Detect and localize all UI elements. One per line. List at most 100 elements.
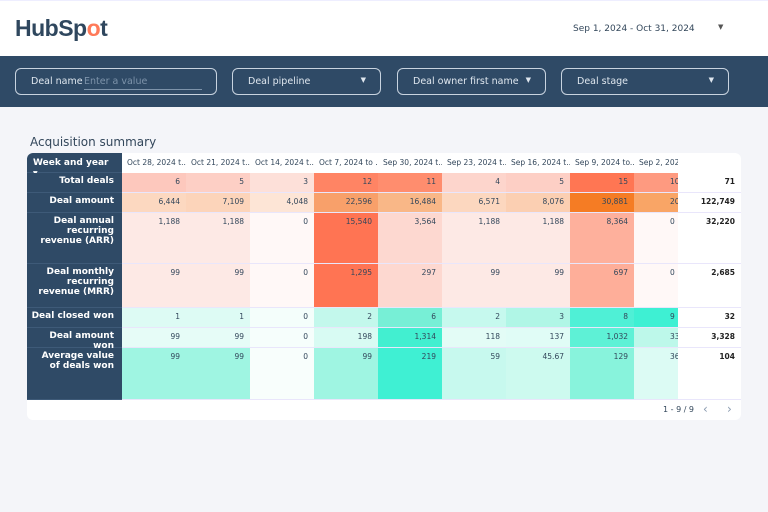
- column-header[interactable]: Sep 16, 2024 t...: [511, 158, 570, 167]
- table-cell: 99: [122, 328, 186, 348]
- table-cell: 0: [250, 264, 314, 308]
- deal-name-input[interactable]: Enter a value: [84, 76, 202, 90]
- table-cell: 99: [186, 348, 250, 400]
- table-cell: 1: [122, 308, 186, 328]
- row-total: 2,685: [678, 264, 741, 308]
- section-title: Acquisition summary: [30, 135, 157, 149]
- table-cell: 1,188: [122, 213, 186, 264]
- week-and-year-sort-header[interactable]: Week and year ▼: [27, 153, 122, 177]
- table-cell: 3,564: [378, 213, 442, 264]
- table-cell: 1,032: [570, 328, 634, 348]
- column-header[interactable]: Sep 30, 2024 t...: [383, 158, 442, 167]
- column-header[interactable]: Oct 14, 2024 t...: [255, 158, 314, 167]
- row-header: Total deals: [27, 173, 122, 193]
- header-label: Week and year: [33, 158, 109, 168]
- hubspot-logo: HubSpot: [15, 15, 108, 41]
- row-total: 122,749: [678, 193, 741, 213]
- table-cell: 297: [378, 264, 442, 308]
- table-cell: 1,295: [314, 264, 378, 308]
- table-cell: 1,188: [186, 213, 250, 264]
- table-cell: 1,188: [506, 213, 570, 264]
- caret-down-icon[interactable]: ▼: [718, 23, 724, 31]
- table-cell: 99: [506, 264, 570, 308]
- column-header[interactable]: Sep 9, 2024 to...: [575, 158, 634, 167]
- table-cell: 198: [314, 328, 378, 348]
- column-header[interactable]: Sep 2, 2024: [639, 158, 678, 167]
- deal-stage-filter[interactable]: Deal stage ▼: [561, 68, 729, 95]
- table-cell: 2: [314, 308, 378, 328]
- row-total: 104: [678, 348, 741, 400]
- table-cell: 1,188: [442, 213, 506, 264]
- deal-name-filter[interactable]: Deal name Enter a value: [15, 68, 217, 95]
- table-cell: 15: [570, 173, 634, 193]
- filter-label: Deal name: [31, 76, 83, 87]
- table-cell: 7,109: [186, 193, 250, 213]
- row-header: Deal monthly recurring revenue (MRR): [27, 264, 122, 308]
- table-cell: 99: [314, 348, 378, 400]
- table-cell: 5: [186, 173, 250, 193]
- column-header[interactable]: Oct 7, 2024 to ...: [319, 158, 378, 167]
- table-cell: 59: [442, 348, 506, 400]
- acquisition-summary-table: Week and year ▼ Oct 28, 2024 t... Oct 21,…: [27, 153, 741, 400]
- table-cell: 99: [186, 328, 250, 348]
- table-cell: 0: [250, 328, 314, 348]
- pagination-label: 1 - 9 / 9: [663, 405, 695, 414]
- table-cell: 3: [250, 173, 314, 193]
- table-cell: 137: [506, 328, 570, 348]
- row-header: Average value of deals won: [27, 348, 122, 400]
- table-cell: 8,076: [506, 193, 570, 213]
- column-header[interactable]: Oct 28, 2024 t...: [127, 158, 186, 167]
- table-cell: 4: [442, 173, 506, 193]
- filter-label: Deal pipeline: [248, 76, 311, 87]
- table-cell: 1,314: [378, 328, 442, 348]
- column-header[interactable]: Oct 21, 2024 t...: [191, 158, 250, 167]
- row-total: 3,328: [678, 328, 741, 348]
- table-cell: 45.67: [506, 348, 570, 400]
- table-cell: 6,444: [122, 193, 186, 213]
- table-footer: [27, 400, 741, 420]
- table-cell: 99: [442, 264, 506, 308]
- row-header: Deal closed won: [27, 308, 122, 328]
- row-header: Deal amount won: [27, 328, 122, 351]
- filter-label: Deal owner first name: [413, 76, 519, 87]
- prev-page-button[interactable]: ‹: [703, 402, 708, 416]
- deal-owner-filter[interactable]: Deal owner first name ▼: [397, 68, 546, 95]
- column-header[interactable]: Sep 23, 2024 t...: [447, 158, 506, 167]
- date-range-picker[interactable]: Sep 1, 2024 - Oct 31, 2024: [573, 24, 695, 34]
- table-cell: 8,364: [570, 213, 634, 264]
- table-cell: 219: [378, 348, 442, 400]
- table-cell: 15,540: [314, 213, 378, 264]
- table-cell: 0: [250, 348, 314, 400]
- table-cell: 99: [122, 348, 186, 400]
- top-bar: HubSpot Sep 1, 2024 - Oct 31, 2024 ▼: [0, 0, 768, 56]
- row-total: 71: [678, 173, 741, 193]
- row-total: 32,220: [678, 213, 741, 264]
- caret-down-icon: ▼: [708, 76, 714, 84]
- table-cell: 697: [570, 264, 634, 308]
- next-page-button[interactable]: ›: [727, 402, 732, 416]
- table-cell: 4,048: [250, 193, 314, 213]
- table-cell: 6: [378, 308, 442, 328]
- table-cell: 16,484: [378, 193, 442, 213]
- caret-down-icon: ▼: [360, 76, 366, 84]
- table-cell: 8: [570, 308, 634, 328]
- table-cell: 2: [442, 308, 506, 328]
- table-cell: 12: [314, 173, 378, 193]
- table-cell: 129: [570, 348, 634, 400]
- table-cell: 22,596: [314, 193, 378, 213]
- deal-pipeline-filter[interactable]: Deal pipeline ▼: [232, 68, 381, 95]
- table-cell: 30,881: [570, 193, 634, 213]
- row-header: Deal amount: [27, 193, 122, 213]
- filter-label: Deal stage: [577, 76, 629, 87]
- row-total: 32: [678, 308, 741, 328]
- table-cell: 3: [506, 308, 570, 328]
- table-cell: 1: [186, 308, 250, 328]
- table-cell: 6: [122, 173, 186, 193]
- table-cell: 6,571: [442, 193, 506, 213]
- table-cell: 0: [250, 213, 314, 264]
- table-cell: 0: [250, 308, 314, 328]
- caret-down-icon: ▼: [525, 76, 531, 84]
- table-cell: 5: [506, 173, 570, 193]
- table-cell: 99: [122, 264, 186, 308]
- table-cell: 11: [378, 173, 442, 193]
